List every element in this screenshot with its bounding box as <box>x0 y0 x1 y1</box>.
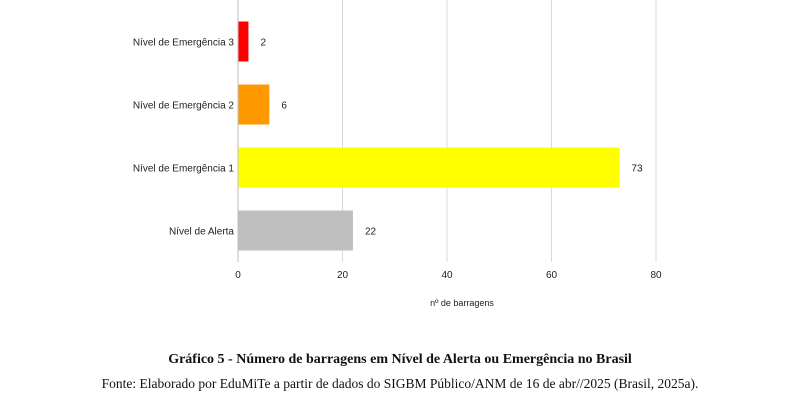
x-axis-title: nº de barragens <box>430 298 494 308</box>
data-label: 73 <box>631 164 643 175</box>
bar-chart: Nível de Emergência 3 Nível de Emergência… <box>133 0 662 308</box>
category-labels: Nível de Emergência 3 Nível de Emergência… <box>133 38 235 238</box>
figure-caption-title: Gráfico 5 - Número de barragens em Nível… <box>168 352 632 367</box>
bar <box>238 21 249 62</box>
bar <box>238 147 620 188</box>
x-tick-label: 80 <box>650 270 662 281</box>
x-tick-label: 60 <box>546 270 558 281</box>
x-tick-label: 40 <box>441 270 453 281</box>
data-label: 6 <box>281 101 287 112</box>
grid-lines <box>342 0 657 262</box>
data-label: 22 <box>365 227 377 238</box>
x-tick-label: 0 <box>235 270 241 281</box>
category-label: Nível de Alerta <box>169 227 234 238</box>
data-labels: 2 6 73 22 <box>260 38 643 238</box>
bars <box>238 21 620 251</box>
category-label: Nível de Emergência 1 <box>133 164 235 175</box>
category-label: Nível de Emergência 3 <box>133 38 235 49</box>
bar <box>238 210 353 251</box>
bar <box>238 84 270 125</box>
figure-caption-source: Fonte: Elaborado por EduMiTe a partir de… <box>101 376 699 391</box>
x-tick-labels: 0 20 40 60 80 <box>235 270 662 281</box>
data-label: 2 <box>260 38 266 49</box>
category-label: Nível de Emergência 2 <box>133 101 235 112</box>
x-tick-label: 20 <box>337 270 349 281</box>
